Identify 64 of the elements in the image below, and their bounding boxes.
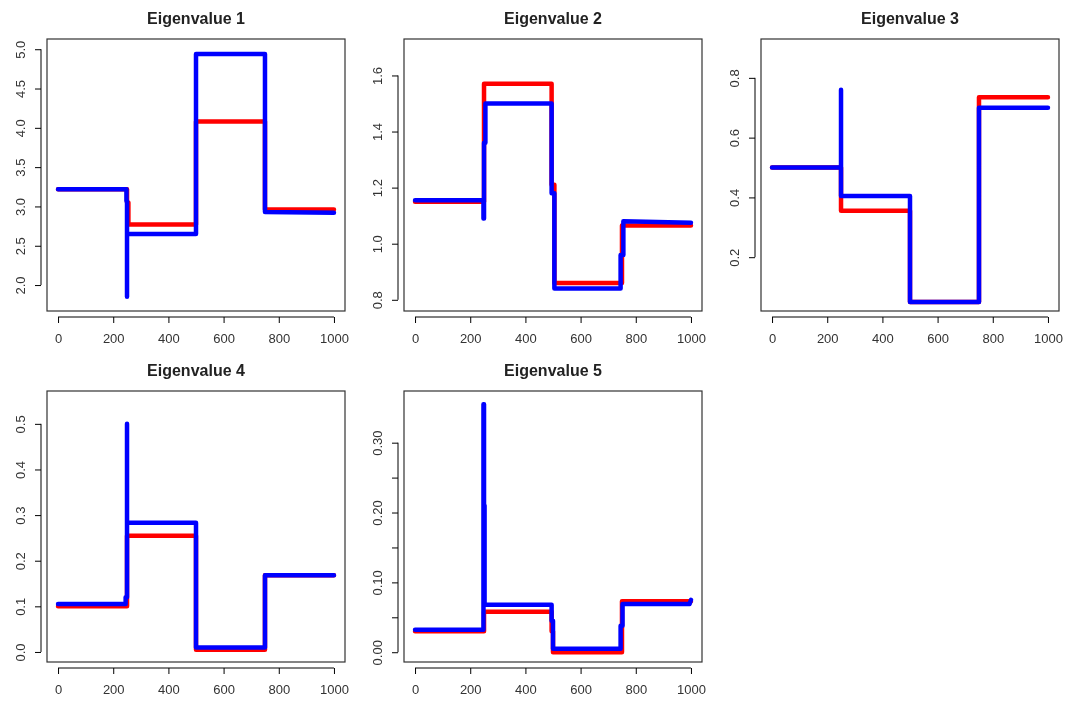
line-series [55,421,337,650]
line-series [412,402,694,651]
x-tick-label: 200 [102,681,125,697]
x-tick-label: 200 [459,330,482,346]
x-tick-label: 0 [54,681,63,697]
x-tick-label: 200 [102,330,125,346]
chart-title: Eigenvalue 3 [861,10,960,27]
y-tick-label: 4.5 [13,79,28,99]
x-tick-label: 1000 [677,330,706,346]
x-tick-label: 600 [213,330,235,346]
chart-title: Eigenvalue 4 [147,362,246,379]
y-tick-label: 0.2 [727,248,742,267]
y-tick-label: 2.0 [13,276,28,295]
x-tick-label: 400 [158,681,180,697]
y-tick-label: 1.4 [370,123,385,142]
y-tick-label: 0.4 [727,188,742,207]
y-tick-label: 0.3 [13,506,28,525]
x-tick-label: 1000 [677,681,706,697]
x-tick-label: 400 [872,330,894,346]
y-tick-label: 0.5 [13,415,28,434]
x-tick-label: 800 [625,681,648,697]
x-tick-label: 1000 [320,330,349,346]
y-tick-label: 0.00 [370,640,385,666]
y-tick-label: 0.4 [13,460,28,480]
x-tick-label: 400 [515,681,537,697]
x-tick-label: 200 [816,330,839,346]
x-tick-label: 400 [158,330,180,346]
x-tick-label: 800 [268,330,291,346]
y-tick-label: 0.1 [13,597,28,616]
y-tick-label: 0.30 [370,430,385,456]
y-tick-label: 1.2 [370,179,385,198]
x-tick-label: 200 [459,681,482,697]
x-tick-label: 800 [625,330,648,346]
chart-title: Eigenvalue 2 [504,10,603,27]
x-tick-label: 0 [768,330,777,346]
x-tick-label: 0 [54,330,63,346]
x-tick-label: 600 [570,330,592,346]
y-tick-label: 0.0 [13,643,28,662]
x-tick-label: 0 [411,330,420,346]
chart-title: Eigenvalue 5 [504,362,603,379]
x-tick-label: 600 [570,681,592,697]
y-tick-label: 1.6 [370,66,385,85]
line-series [55,51,337,300]
y-tick-label: 0.10 [370,570,385,596]
y-tick-label: 3.5 [13,158,28,177]
y-tick-label: 2.5 [13,237,28,256]
x-tick-label: 600 [927,330,949,346]
x-tick-label: 800 [268,681,291,697]
y-tick-label: 0.6 [727,129,742,148]
y-tick-label: 1.0 [370,235,385,254]
y-tick-label: 0.2 [13,552,28,571]
y-tick-label: 0.8 [370,291,385,310]
y-tick-label: 5.0 [13,40,28,59]
chart-title: Eigenvalue 1 [147,10,246,27]
y-tick-label: 0.8 [727,69,742,88]
x-tick-label: 0 [411,681,420,697]
y-tick-label: 0.20 [370,500,385,526]
x-tick-label: 1000 [320,681,349,697]
y-tick-label: 4.0 [13,119,28,138]
x-tick-label: 1000 [1034,330,1063,346]
x-tick-label: 800 [982,330,1005,346]
x-tick-label: 400 [515,330,537,346]
y-tick-label: 3.0 [13,197,28,216]
x-tick-label: 600 [213,681,235,697]
